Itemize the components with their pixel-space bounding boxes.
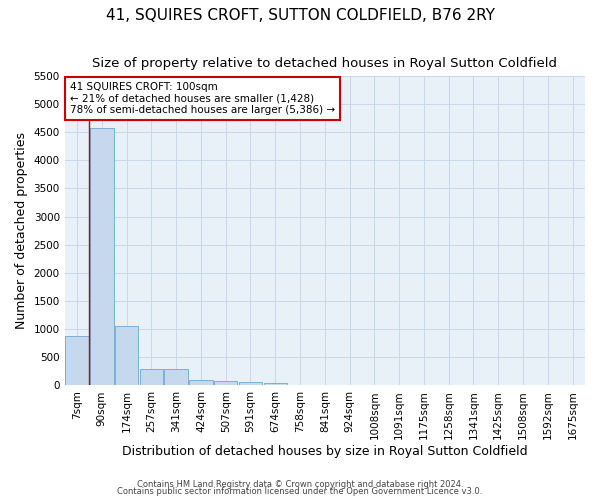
Text: 41, SQUIRES CROFT, SUTTON COLDFIELD, B76 2RY: 41, SQUIRES CROFT, SUTTON COLDFIELD, B76… xyxy=(106,8,494,22)
Text: Contains public sector information licensed under the Open Government Licence v3: Contains public sector information licen… xyxy=(118,488,482,496)
Bar xyxy=(140,368,163,386)
Bar xyxy=(189,380,213,386)
Title: Size of property relative to detached houses in Royal Sutton Coldfield: Size of property relative to detached ho… xyxy=(92,58,557,70)
Bar xyxy=(263,382,287,386)
Text: Contains HM Land Registry data © Crown copyright and database right 2024.: Contains HM Land Registry data © Crown c… xyxy=(137,480,463,489)
X-axis label: Distribution of detached houses by size in Royal Sutton Coldfield: Distribution of detached houses by size … xyxy=(122,444,527,458)
Bar xyxy=(65,336,89,386)
Bar xyxy=(115,326,139,386)
Bar xyxy=(90,128,113,386)
Bar xyxy=(239,382,262,386)
Bar xyxy=(214,381,238,386)
Bar xyxy=(164,369,188,386)
Y-axis label: Number of detached properties: Number of detached properties xyxy=(15,132,28,329)
Text: 41 SQUIRES CROFT: 100sqm
← 21% of detached houses are smaller (1,428)
78% of sem: 41 SQUIRES CROFT: 100sqm ← 21% of detach… xyxy=(70,82,335,115)
